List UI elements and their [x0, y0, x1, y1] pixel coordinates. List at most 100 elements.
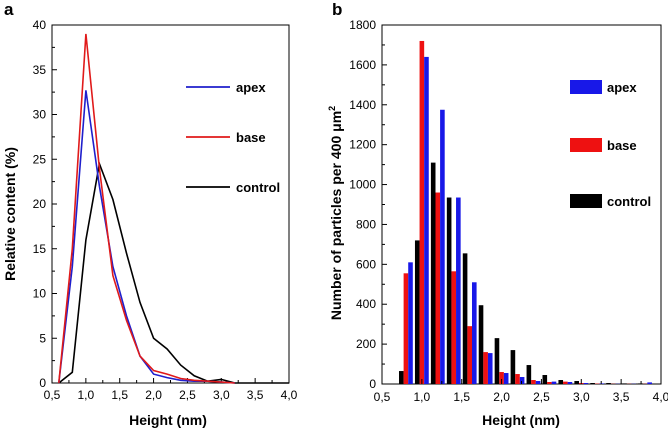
- bar-apex: [487, 353, 493, 384]
- bar-base: [547, 382, 552, 384]
- bar-control: [606, 383, 611, 384]
- legend-label-apex: apex: [236, 80, 266, 95]
- bar-control: [542, 375, 548, 384]
- bar-control: [510, 350, 516, 384]
- bar-base: [403, 273, 409, 384]
- legend-label-base: base: [607, 138, 637, 153]
- panel-b-y-tick-label: 600: [356, 257, 376, 271]
- panel-a-x-tick-label: 3,5: [247, 388, 264, 402]
- panel-a-line-chart: a Height (nm) Relative content (%) 0,5 1,…: [2, 0, 298, 428]
- bar-base: [467, 326, 472, 384]
- panel-a-plot-frame: [51, 24, 290, 384]
- bar-control: [574, 381, 579, 384]
- panel-b-y-axis-title: Number of particles per 400 μm2: [327, 106, 344, 320]
- panel-a-y-tick-label: 10: [33, 287, 47, 301]
- panel-a-y-tick-label: 15: [33, 242, 47, 256]
- bar-apex: [503, 373, 509, 384]
- bar-control: [494, 338, 500, 384]
- bar-apex: [519, 377, 525, 384]
- panel-a-x-tick-label: 4,0: [281, 388, 298, 402]
- bar-base: [515, 374, 520, 384]
- panel-b-bar-chart: b Height (nm) Number of particles per 40…: [327, 0, 668, 428]
- panel-a-y-axis-title: Relative content (%): [2, 147, 18, 281]
- panel-b-y-tick-label: 0: [369, 377, 376, 391]
- panel-a-x-axis-title: Height (nm): [129, 412, 207, 428]
- panel-b-y-tick-label: 1800: [349, 18, 376, 32]
- bar-apex: [599, 383, 605, 384]
- legend-label-apex: apex: [607, 80, 637, 95]
- bar-apex: [535, 381, 541, 384]
- bar-base: [435, 192, 441, 384]
- bar-base: [419, 40, 425, 385]
- bar-control: [558, 380, 564, 384]
- panel-b-legend: apex base control: [570, 80, 651, 209]
- bar-apex: [567, 382, 573, 384]
- legend-swatch-base: [570, 138, 602, 152]
- bar-control: [638, 383, 643, 384]
- panel-b-y-axis-title-superscript: 2: [327, 106, 337, 111]
- panel-b-y-tick-label: 400: [356, 297, 376, 311]
- panel-a-letter: a: [4, 0, 14, 19]
- legend-label-control: control: [607, 194, 651, 209]
- bar-apex: [408, 262, 413, 384]
- panel-a-y-tick-label: 35: [33, 63, 47, 77]
- panel-b-y-tick-label: 1400: [349, 98, 376, 112]
- panel-a-x-tick-label: 3,0: [213, 388, 230, 402]
- panel-b-y-axis-title-main: Number of particles per 400 μm: [328, 111, 344, 320]
- panel-a-legend: apex base control: [186, 80, 280, 195]
- panel-a-y-tick-label: 5: [39, 331, 46, 345]
- panel-b-x-tick-label: 1,5: [453, 390, 470, 404]
- bar-control: [622, 383, 627, 384]
- panel-b-y-tick-label: 1000: [349, 178, 376, 192]
- bar-control: [414, 240, 420, 384]
- panel-b-y-tick-label: 1200: [349, 138, 376, 152]
- bar-apex: [551, 381, 557, 384]
- panel-a-y-tick-label: 20: [33, 197, 47, 211]
- bar-apex: [424, 56, 429, 384]
- series-line-apex: [58, 90, 235, 384]
- bar-apex: [440, 109, 445, 384]
- bar-base: [499, 372, 504, 384]
- panel-b-y-tick-label: 200: [356, 337, 376, 351]
- bar-control: [462, 253, 468, 384]
- legend-label-base: base: [236, 130, 266, 145]
- series-line-base: [58, 33, 235, 384]
- panel-a-y-tick-label: 40: [33, 18, 47, 32]
- bar-control: [590, 383, 595, 384]
- bar-base: [531, 380, 536, 384]
- panel-b-x-axis-title: Height (nm): [482, 412, 560, 428]
- bar-base: [563, 381, 568, 384]
- legend-swatch-control: [570, 194, 602, 208]
- panel-b-x-tick-label: 2,0: [493, 390, 510, 404]
- panel-b-x-tick-label: 0,5: [374, 390, 391, 404]
- bar-apex: [647, 382, 652, 384]
- panel-a-x-tick-label: 0,5: [44, 388, 61, 402]
- panel-a-x-tick-label: 2,0: [145, 388, 162, 402]
- bar-base: [451, 271, 457, 384]
- panel-b-x-tick-label: 2,5: [533, 390, 550, 404]
- bar-control: [399, 371, 404, 384]
- bar-apex: [456, 197, 461, 384]
- panel-a-x-tick-label: 1,0: [78, 388, 95, 402]
- panel-a-y-tick-label: 25: [33, 152, 47, 166]
- legend-swatch-apex: [570, 80, 602, 94]
- panel-b-y-tick-label: 800: [356, 217, 376, 231]
- bar-control: [478, 305, 484, 384]
- panel-a-y-tick-label: 0: [39, 376, 46, 390]
- panel-a-x-tick-label: 1,5: [111, 388, 128, 402]
- bar-control: [430, 162, 436, 384]
- panel-b-x-tick-label: 3,0: [573, 390, 590, 404]
- bar-base: [483, 352, 488, 384]
- panel-b-letter: b: [332, 0, 342, 19]
- panel-a-y-tick-label: 30: [33, 108, 47, 122]
- panel-b-y-tick-label: 1600: [349, 58, 376, 72]
- panel-b-x-tick-label: 1,0: [414, 390, 431, 404]
- legend-label-control: control: [236, 180, 280, 195]
- panel-b-x-tick-label: 4,0: [653, 390, 668, 404]
- panel-b-x-tick-label: 3,5: [613, 390, 630, 404]
- bar-control: [526, 365, 532, 384]
- bar-apex: [583, 383, 589, 384]
- bar-control: [446, 197, 452, 384]
- bar-apex: [471, 282, 477, 384]
